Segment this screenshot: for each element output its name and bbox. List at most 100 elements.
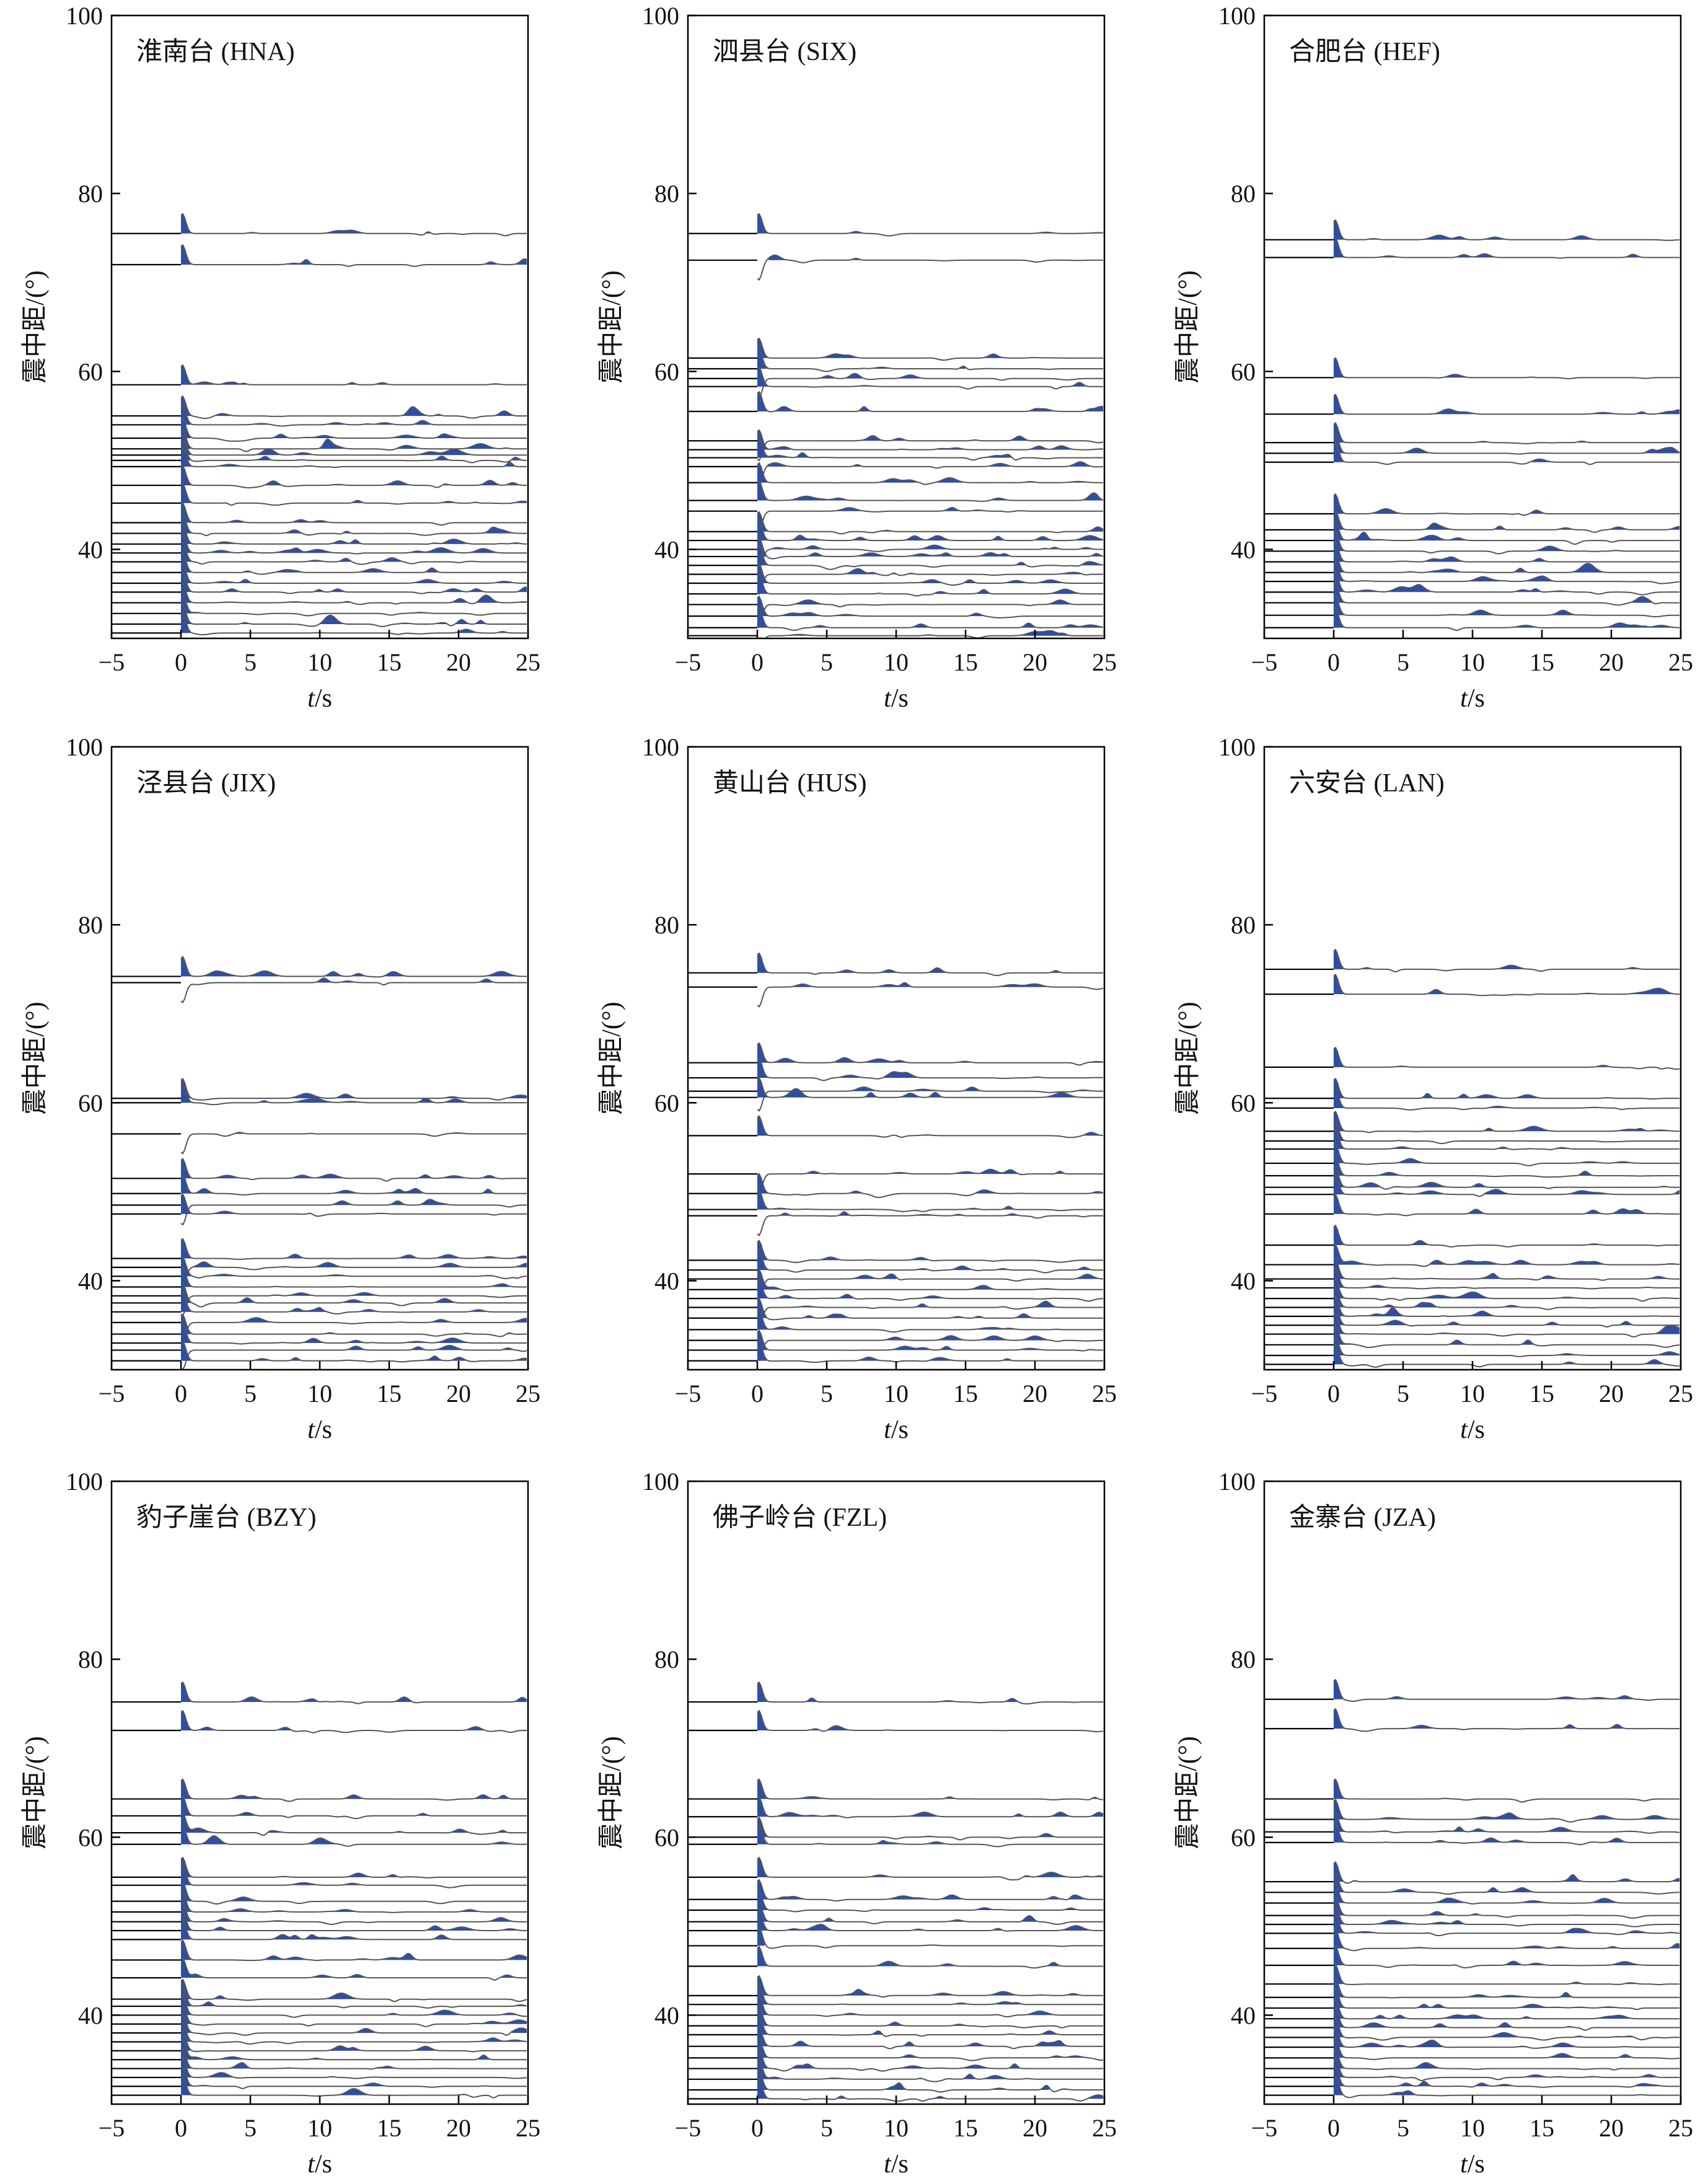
positive-fill (1334, 433, 1679, 454)
trace-waveform (180, 2048, 527, 2070)
positive-fill (209, 1318, 527, 1323)
trace-waveform (757, 2069, 1103, 2093)
y-tick-label: 80 (1231, 180, 1256, 208)
y-axis-label: 震中距/(°) (1174, 270, 1202, 383)
positive-fill (181, 956, 527, 977)
positive-fill (796, 373, 956, 379)
x-tick-label: −5 (1251, 1380, 1278, 1408)
x-axis-label: t/s (1460, 1416, 1485, 1444)
waveform-area (112, 956, 527, 1370)
station-label: 六安台 (LAN) (1289, 769, 1445, 798)
trace-waveform (757, 2048, 1103, 2072)
trace-waveform (1333, 1224, 1679, 1248)
y-tick-label: 80 (1231, 1646, 1256, 1673)
trace-waveform (757, 1086, 1103, 1112)
trace-waveform (1333, 1678, 1679, 1702)
positive-fill (181, 1314, 514, 1334)
trace-waveform (1333, 1998, 1679, 2020)
x-tick-label: −5 (99, 648, 125, 676)
trace-waveform (757, 544, 1103, 570)
x-tick-label: −5 (99, 2114, 125, 2142)
positive-fill (757, 1269, 1090, 1290)
trace-waveform (180, 1957, 527, 1981)
positive-fill (757, 1797, 1103, 1817)
trace-waveform (757, 1273, 1104, 1300)
trace-waveform (757, 2058, 1103, 2082)
x-tick-label: 25 (1092, 1380, 1117, 1408)
panel-5: −5 0 5 10 15 20 25 40 60 80 100 t/s 震中距/(°) 黄山台 (HUS) (597, 733, 1117, 1444)
trace-waveform (180, 571, 527, 594)
positive-fill (1334, 542, 1568, 562)
trace-waveform (180, 562, 527, 584)
positive-fill (1334, 423, 1607, 443)
y-axis-label: 震中距/(°) (597, 1736, 626, 1849)
y-axis-label: 震中距/(°) (597, 270, 626, 383)
axes-frame (110, 14, 529, 640)
x-axis-label: t/s (307, 1416, 332, 1444)
waveform-area (688, 213, 1104, 638)
trace-waveform (180, 2021, 527, 2045)
y-tick-label: 100 (642, 2, 679, 30)
waveform-area (1264, 948, 1680, 1368)
trace-waveform (180, 1317, 527, 1344)
trace-waveform (1333, 531, 1679, 555)
positive-fill (757, 1946, 1077, 1967)
x-tick-label: 10 (307, 2114, 332, 2142)
y-tick-label: 80 (654, 911, 679, 939)
trace-waveform (757, 1817, 1103, 1841)
y-tick-label: 40 (1231, 1267, 1256, 1295)
positive-fill (757, 521, 1103, 541)
x-axis-label: t/s (884, 1416, 909, 1444)
trace-waveform (757, 1077, 1103, 1098)
positive-fill (1334, 1156, 1603, 1176)
trace-waveform (180, 1978, 527, 2003)
trace-waveform (757, 562, 1103, 586)
y-tick-label: 100 (642, 1468, 679, 1496)
positive-fill (757, 512, 1103, 532)
positive-fill (1334, 2048, 1453, 2069)
positive-fill (757, 1976, 1103, 1996)
station-label: 泗县台 (SIX) (713, 38, 856, 66)
positive-fill (757, 463, 1103, 483)
trace-waveform (180, 1077, 527, 1101)
positive-fill (768, 255, 880, 260)
x-tick-label: 5 (821, 1380, 833, 1408)
positive-fill (1334, 237, 1663, 258)
positive-fill (757, 1310, 1077, 1330)
trace-waveform (180, 1709, 527, 1734)
y-tick-label: 100 (66, 733, 103, 761)
trace-waveform (1333, 1872, 1680, 1895)
trace-waveform (1333, 433, 1680, 455)
trace-waveform (1333, 493, 1679, 516)
station-label: 佛子岭台 (FZL) (713, 1504, 887, 1532)
trace-waveform (180, 1345, 527, 1370)
positive-fill (1334, 1078, 1626, 1099)
y-tick-label: 40 (654, 535, 679, 563)
trace-waveform (1333, 1811, 1680, 1834)
x-tick-label: 5 (244, 2114, 257, 2142)
trace-waveform (757, 519, 1104, 542)
trace-waveform (1333, 1166, 1679, 1190)
positive-fill (181, 1078, 527, 1099)
trace-waveform (180, 1910, 527, 1932)
trace-waveform (757, 535, 1104, 560)
positive-fill (181, 513, 527, 534)
trace-waveform (1333, 2017, 1679, 2041)
axes-frame (1263, 746, 1682, 1371)
trace-waveform (757, 1910, 1103, 1932)
trace-waveform (180, 1939, 527, 1962)
trace-waveform (757, 1340, 1103, 1363)
positive-fill (757, 2015, 1088, 2035)
trace-waveform (757, 1796, 1104, 1818)
trace-waveform (1333, 1128, 1679, 1150)
positive-fill (181, 214, 430, 234)
positive-fill (757, 1857, 1103, 1877)
panel-8: −5 0 5 10 15 20 25 40 60 80 100 t/s 震中距/(°) 佛子岭台 (FZL… (597, 1468, 1117, 2179)
positive-fill (1334, 1988, 1627, 2008)
x-tick-label: 15 (953, 648, 978, 676)
trace-waveform (180, 2056, 527, 2079)
positive-fill (1334, 394, 1679, 415)
trace-waveform (757, 1879, 1103, 1901)
y-tick-label: 80 (1231, 911, 1256, 939)
positive-fill (1334, 1978, 1587, 1998)
